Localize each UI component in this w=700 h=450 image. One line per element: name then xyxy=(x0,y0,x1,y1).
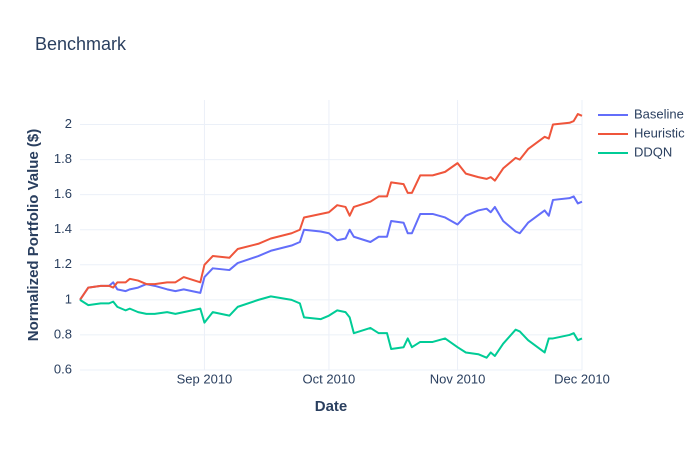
y-tick-label: 2 xyxy=(65,116,72,131)
y-tick-label: 1.4 xyxy=(54,221,72,236)
y-tick-label: 1.2 xyxy=(54,256,72,271)
legend-label: DDQN xyxy=(634,144,672,159)
x-tick-label: Oct 2010 xyxy=(303,371,356,386)
y-tick-label: 1.6 xyxy=(54,186,72,201)
legend-label: Baseline xyxy=(634,106,684,121)
y-axis-title: Normalized Portfolio Value ($) xyxy=(25,129,42,342)
x-axis-title: Date xyxy=(315,398,348,415)
series-line xyxy=(79,295,583,359)
chart-title: Benchmark xyxy=(35,34,127,54)
y-tick-label: 1.8 xyxy=(54,151,72,166)
x-tick-label: Nov 2010 xyxy=(430,371,486,386)
x-tick-label: Dec 2010 xyxy=(554,371,610,386)
y-tick-label: 0.8 xyxy=(54,326,72,341)
x-tick-label: Sep 2010 xyxy=(177,371,233,386)
legend-label: Heuristic xyxy=(634,125,685,140)
y-tick-label: 1 xyxy=(65,291,72,306)
series-line xyxy=(79,113,583,301)
y-tick-label: 0.6 xyxy=(54,361,72,376)
